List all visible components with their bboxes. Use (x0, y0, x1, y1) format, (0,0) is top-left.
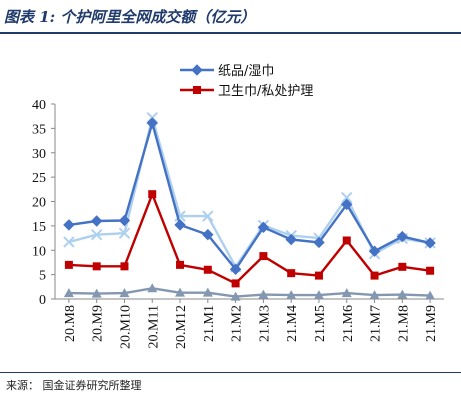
data-point-triangle (341, 288, 352, 298)
x-tick-label: 21.M2 (230, 305, 245, 342)
data-point-square (203, 265, 212, 274)
x-tick-label: 21.M9 (424, 305, 439, 342)
data-point-triangle (91, 288, 102, 298)
series-line (68, 116, 431, 268)
data-point-x (118, 227, 131, 239)
data-point-square (370, 271, 379, 280)
data-point-diamond (424, 237, 436, 249)
legend-item-2: 卫生巾/私处护理 (180, 84, 313, 99)
data-point-square (231, 279, 240, 288)
data-point-diamond (313, 236, 325, 249)
legend-label: 纸品/湿巾 (218, 64, 274, 79)
data-point-diamond (63, 219, 75, 231)
series-line (68, 192, 431, 285)
data-point-diamond (396, 230, 409, 243)
x-tick-label: 21.M5 (313, 305, 328, 342)
x-tick-label: 21.M6 (341, 305, 356, 342)
data-point-triangle (63, 288, 74, 298)
x-tick-label: 20.M12 (174, 305, 189, 349)
x-marker-stroke (90, 228, 103, 241)
x-tick-label: 20.M8 (63, 305, 78, 342)
y-tick-label: 30 (32, 147, 46, 162)
data-point-square (398, 262, 407, 271)
x-marker-stroke (202, 210, 214, 222)
data-point-triangle (369, 290, 380, 300)
legend-label: 卫生巾/私处护理 (218, 84, 313, 99)
data-point-diamond (90, 215, 103, 227)
x-tick-label: 21.M8 (396, 305, 411, 342)
data-point-square (193, 86, 201, 94)
source-note: 来源： 国金证券研究所整理 (6, 379, 142, 392)
data-point-square (426, 266, 435, 275)
x-marker-stroke (118, 227, 131, 239)
data-point-diamond (285, 233, 297, 246)
x-marker-stroke (63, 236, 75, 248)
data-point-diamond (191, 64, 203, 76)
data-point-triangle (286, 290, 297, 300)
y-tick-label: 5 (39, 269, 46, 284)
data-point-diamond (118, 214, 131, 227)
data-point-triangle (425, 290, 436, 300)
data-point-square (120, 262, 129, 271)
x-tick-label: 21.M4 (285, 305, 300, 342)
data-point-diamond (146, 117, 158, 129)
x-marker-stroke (341, 191, 353, 204)
data-point-triangle (175, 287, 186, 297)
data-point-square (259, 252, 268, 261)
data-point-triangle (202, 287, 213, 297)
y-tick-label: 20 (32, 196, 46, 211)
y-tick-label: 25 (32, 171, 46, 186)
data-point-diamond (257, 221, 270, 234)
y-tick-label: 15 (32, 220, 46, 235)
data-point-x (63, 236, 75, 248)
x-tick-label: 20.M11 (146, 305, 161, 348)
x-tick-label: 21.M3 (257, 305, 272, 342)
data-point-square (287, 269, 296, 278)
data-point-square (176, 260, 185, 269)
data-point-square (342, 236, 351, 245)
data-point-diamond (341, 198, 353, 211)
data-point-square (92, 262, 101, 271)
y-tick-label: 40 (32, 98, 46, 113)
figure-title: 图表 1: 个护阿里全网成交额（亿元） (4, 8, 256, 26)
title-divider (0, 32, 461, 34)
data-point-diamond (174, 219, 186, 231)
data-point-diamond (229, 263, 242, 275)
data-point-diamond (368, 245, 381, 257)
series-2 (64, 190, 435, 288)
data-point-square (314, 271, 323, 280)
data-point-triangle (119, 288, 130, 298)
x-tick-label: 20.M9 (91, 305, 106, 342)
y-tick-label: 0 (39, 293, 46, 308)
data-point-triangle (258, 289, 269, 299)
legend-item-1: 纸品/湿巾 (180, 64, 274, 79)
series-line (68, 287, 431, 298)
data-point-x (202, 210, 214, 222)
series-1 (63, 117, 436, 275)
chart-axes: 0 5 10 15 20 25 30 35 40 20.M8 20.M9 20.M10 20.M11 20… (32, 98, 444, 349)
data-point-triangle (230, 291, 241, 301)
data-point-square (64, 260, 73, 269)
data-point-triangle (397, 289, 408, 299)
data-point-x (341, 191, 353, 204)
data-point-triangle (147, 283, 158, 293)
source-divider (0, 372, 461, 373)
series-4 (63, 283, 436, 301)
data-point-square (148, 190, 157, 199)
series-line (68, 121, 431, 271)
x-tick-label: 21.M1 (202, 305, 217, 342)
x-tick-label: 20.M10 (118, 305, 133, 349)
data-point-x (90, 228, 103, 241)
x-marker-stroke (174, 210, 186, 222)
chart-series (63, 111, 436, 301)
x-tick-label: 21.M7 (369, 305, 384, 342)
data-point-triangle (313, 290, 324, 300)
data-point-diamond (202, 228, 214, 241)
y-tick-label: 35 (32, 122, 46, 137)
y-tick-label: 10 (32, 244, 46, 259)
